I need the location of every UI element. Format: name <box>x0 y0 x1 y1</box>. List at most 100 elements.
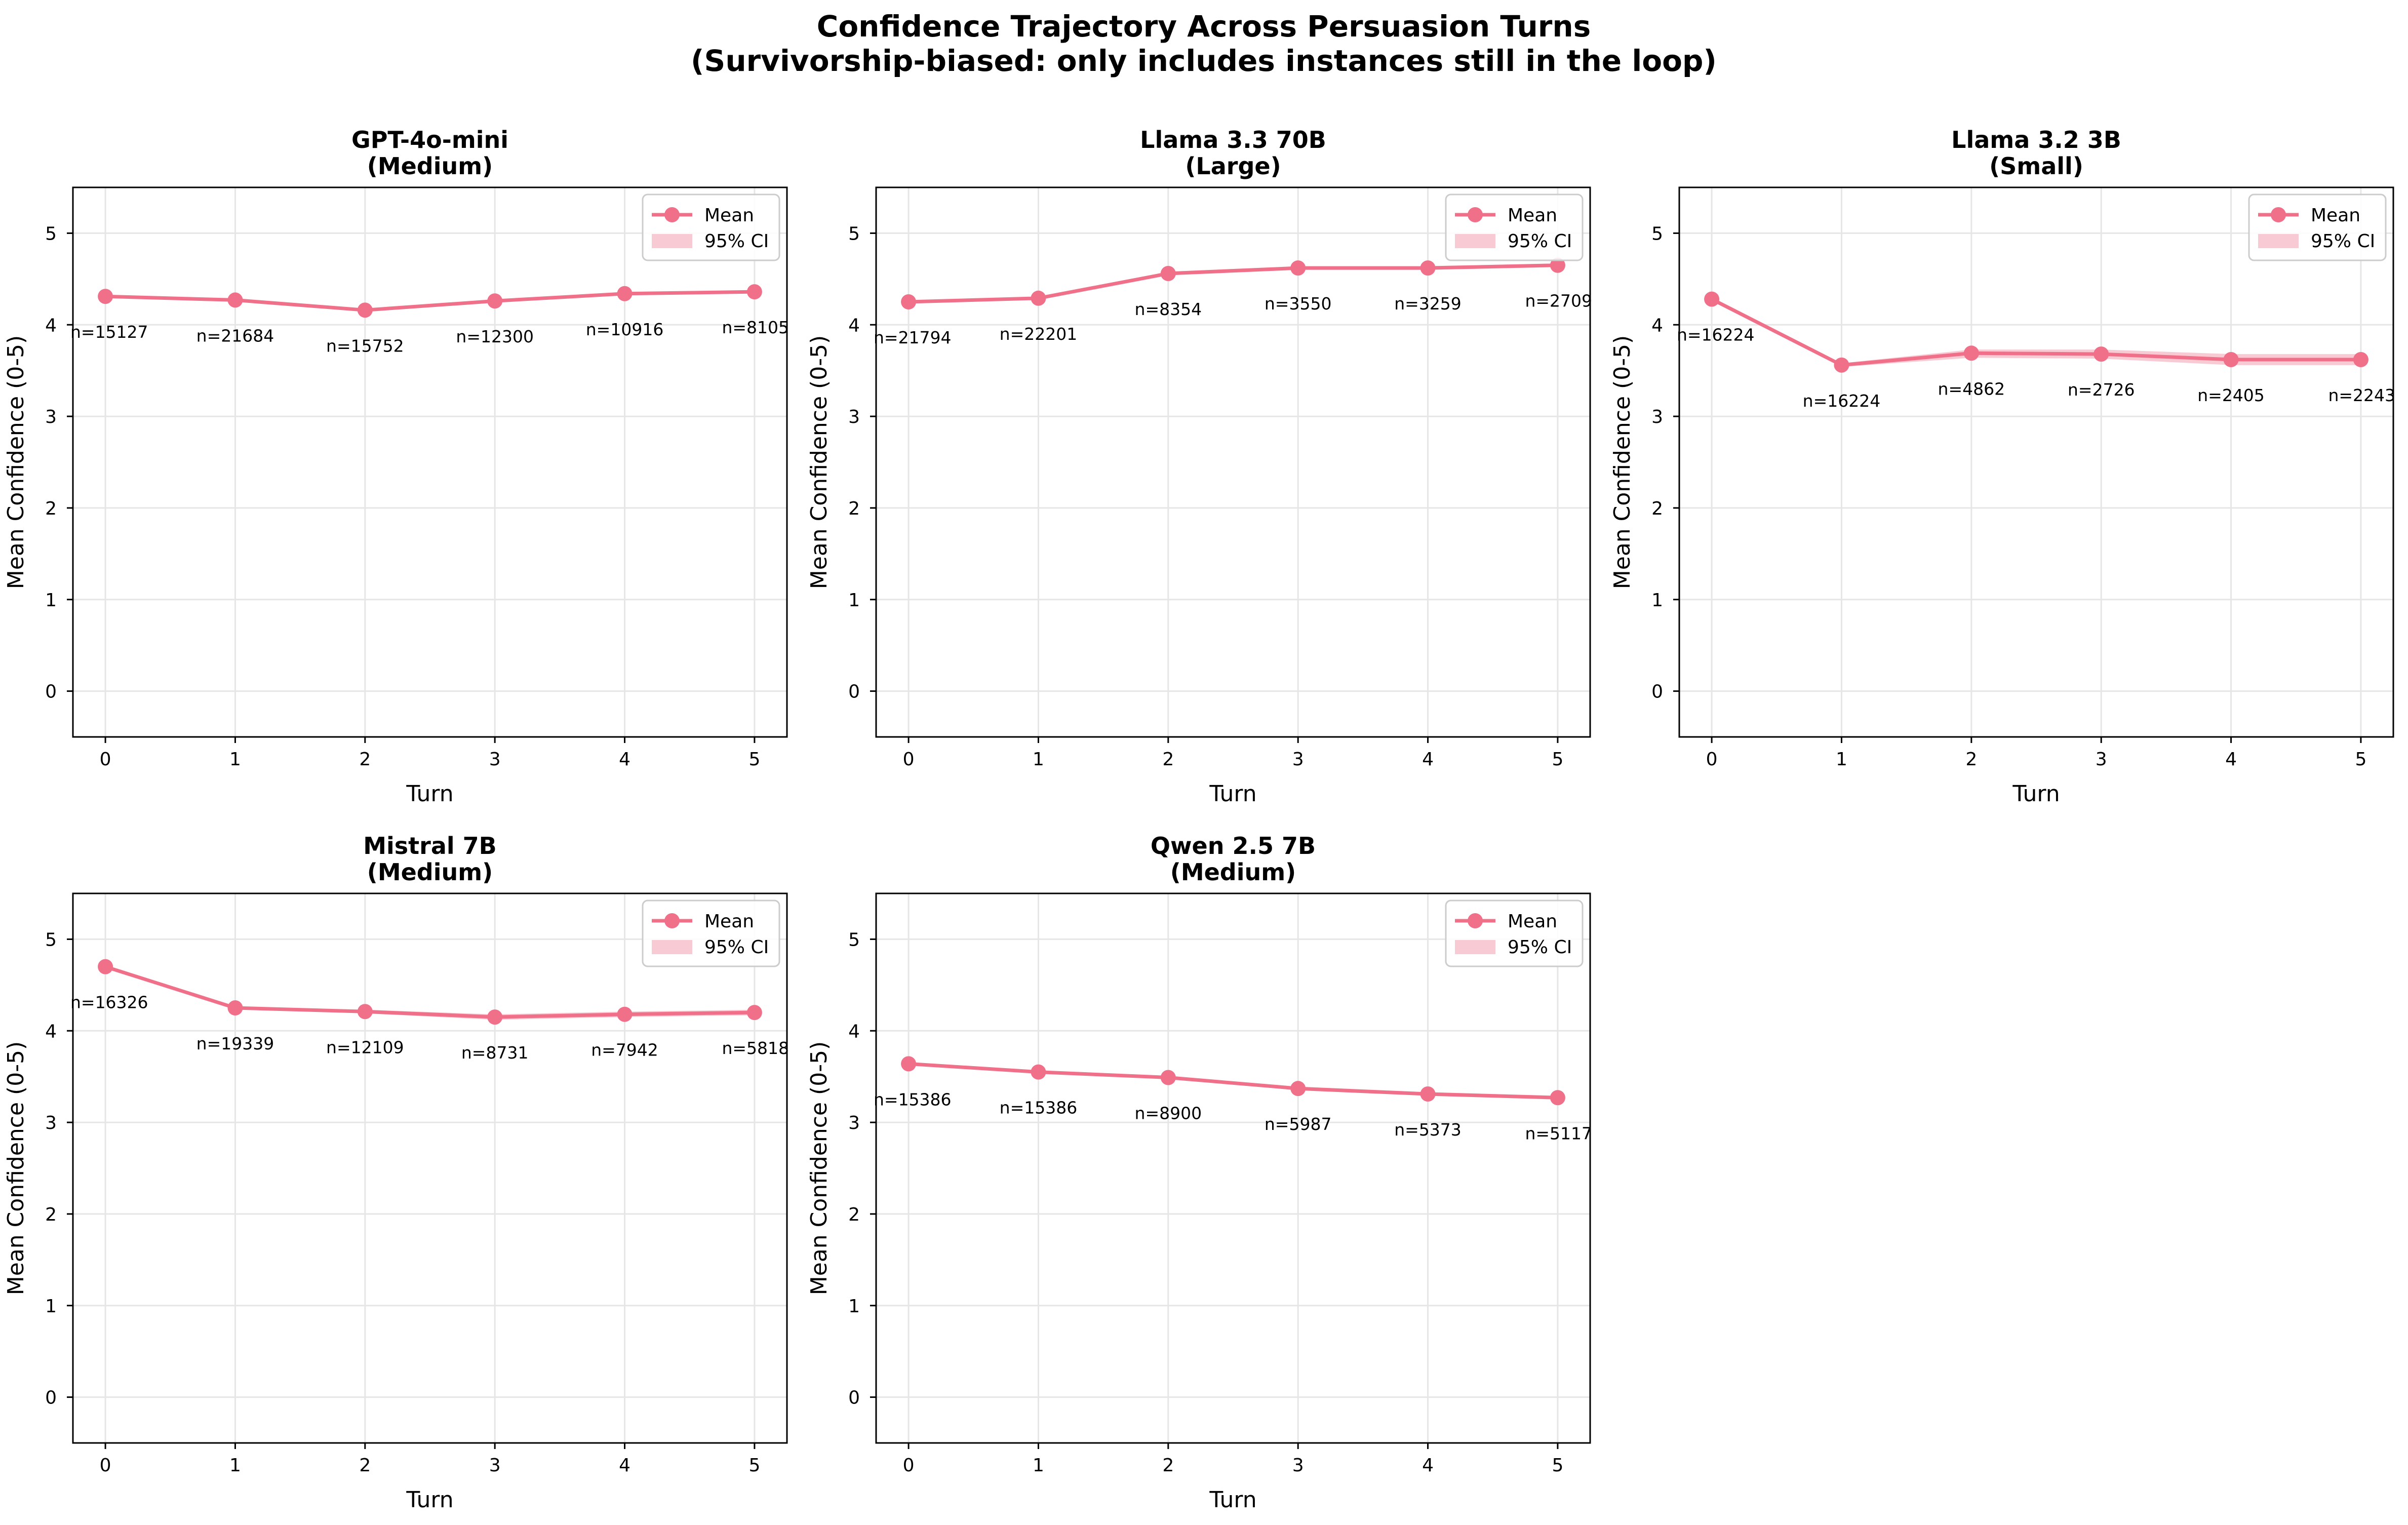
n-label: n=3550 <box>1265 294 1332 314</box>
subplot-subtitle: (Medium) <box>367 152 493 180</box>
mean-point <box>1963 345 1979 361</box>
y-tick-label: 4 <box>45 1021 57 1042</box>
n-label: n=12109 <box>326 1037 404 1057</box>
y-tick-label: 2 <box>45 498 57 519</box>
legend-mean-label: Mean <box>704 205 754 226</box>
y-tick-label: 0 <box>1651 682 1663 702</box>
n-label: n=22201 <box>1000 324 1078 344</box>
subplot-title: GPT-4o-mini <box>351 126 508 153</box>
x-tick-label: 2 <box>1162 749 1174 770</box>
n-label: n=16224 <box>1803 391 1881 411</box>
figure-title-line2: (Survivorship-biased: only includes inst… <box>691 44 1717 78</box>
axes-frame <box>1678 186 2394 738</box>
legend-ci-swatch <box>2258 234 2299 248</box>
n-label: n=8354 <box>1135 299 1202 319</box>
n-label: n=8900 <box>1135 1103 1202 1123</box>
n-label: n=7942 <box>591 1040 658 1060</box>
n-label: n=2243 <box>2328 385 2395 405</box>
n-label: n=8731 <box>461 1043 529 1063</box>
x-axis-label: Turn <box>2012 781 2060 807</box>
subplot-title: Llama 3.2 3B <box>1951 126 2121 153</box>
y-tick-label: 4 <box>848 1021 860 1042</box>
mean-line <box>908 263 1558 304</box>
legend-ci-label: 95% CI <box>1508 937 1572 958</box>
legend-mean-label: Mean <box>1508 205 1557 226</box>
mean-point <box>1290 1081 1306 1097</box>
legend-ci-label: 95% CI <box>2311 231 2375 252</box>
y-tick-label: 5 <box>848 223 860 244</box>
y-tick-label: 0 <box>45 682 57 702</box>
n-label: n=5818 <box>722 1038 789 1058</box>
subplot-3: n=16326 n=19339 n=12109 n=8731 n=7942 n=5818 0… <box>3 832 789 1513</box>
mean-line <box>1711 297 2361 367</box>
y-axis-label: Mean Confidence (0-5) <box>3 335 29 589</box>
mean-line <box>105 965 755 1019</box>
n-label: n=15127 <box>70 322 148 342</box>
x-tick-label: 3 <box>1292 749 1304 770</box>
legend-ci-label: 95% CI <box>704 231 769 252</box>
mean-point <box>1031 290 1046 306</box>
y-tick-label: 5 <box>1651 223 1663 244</box>
mean-point <box>1704 291 1720 307</box>
legend-ci-swatch <box>652 940 692 954</box>
y-tick-label: 5 <box>45 929 57 950</box>
mean-point <box>1290 260 1306 276</box>
mean-point <box>98 959 113 974</box>
n-label: n=2405 <box>2197 385 2265 405</box>
x-tick-label: 4 <box>619 749 630 770</box>
subplot-title: Qwen 2.5 7B <box>1151 832 1316 859</box>
axes-frame <box>875 892 1591 1444</box>
x-tick-label: 3 <box>489 1455 501 1476</box>
y-tick-label: 3 <box>45 407 57 427</box>
y-axis-label: Mean Confidence (0-5) <box>1609 335 1635 589</box>
legend-ci-swatch <box>652 234 692 248</box>
x-tick-label: 1 <box>229 749 241 770</box>
mean-point <box>357 1004 373 1020</box>
x-axis-label: Turn <box>1209 1487 1256 1513</box>
mean-point <box>487 1009 503 1025</box>
x-axis-label: Turn <box>1209 781 1256 807</box>
axes-frame <box>875 186 1591 738</box>
x-tick-label: 1 <box>1033 1455 1044 1476</box>
y-tick-label: 1 <box>45 1296 57 1317</box>
n-label: n=21794 <box>874 328 952 347</box>
x-tick-label: 0 <box>1706 749 1718 770</box>
y-axis-label: Mean Confidence (0-5) <box>806 1041 832 1295</box>
mean-point <box>617 1006 633 1022</box>
subplot-2: n=16224 n=16224 n=4862 n=2726 n=2405 n=2243 0 1… <box>1609 126 2395 807</box>
y-tick-label: 4 <box>1651 315 1663 336</box>
y-tick-label: 2 <box>848 498 860 519</box>
subplot-subtitle: (Medium) <box>1170 858 1296 886</box>
subplot-subtitle: (Medium) <box>367 858 493 886</box>
axes-frame <box>72 186 788 738</box>
legend: Mean 95% CI <box>2248 193 2387 261</box>
n-label: n=5373 <box>1394 1120 1462 1140</box>
x-tick-label: 0 <box>100 1455 111 1476</box>
x-tick-label: 4 <box>2225 749 2237 770</box>
x-tick-label: 1 <box>229 1455 241 1476</box>
mean-point <box>901 1056 917 1072</box>
x-tick-label: 4 <box>1422 1455 1434 1476</box>
legend-mean-label: Mean <box>1508 911 1557 932</box>
subplot-title: Mistral 7B <box>363 832 497 859</box>
legend-mean-marker <box>1468 207 1483 222</box>
mean-point <box>1420 1086 1436 1102</box>
n-label: n=19339 <box>196 1034 274 1053</box>
y-tick-label: 3 <box>848 1113 860 1133</box>
mean-point <box>357 302 373 318</box>
x-tick-label: 5 <box>748 1455 760 1476</box>
mean-point <box>487 293 503 309</box>
y-tick-label: 0 <box>848 1388 860 1409</box>
x-tick-label: 4 <box>619 1455 630 1476</box>
y-tick-label: 5 <box>45 223 57 244</box>
y-axis-label: Mean Confidence (0-5) <box>806 335 832 589</box>
legend: Mean 95% CI <box>1445 900 1584 967</box>
y-tick-label: 1 <box>45 590 57 611</box>
x-axis-label: Turn <box>406 781 453 807</box>
mean-line <box>908 1062 1558 1100</box>
y-axis-label: Mean Confidence (0-5) <box>3 1041 29 1295</box>
legend: Mean 95% CI <box>642 193 780 261</box>
y-tick-label: 1 <box>1651 590 1663 611</box>
subplot-4: n=15386 n=15386 n=8900 n=5987 n=5373 n=5117 0 1… <box>806 832 1592 1513</box>
mean-point <box>1834 357 1849 373</box>
